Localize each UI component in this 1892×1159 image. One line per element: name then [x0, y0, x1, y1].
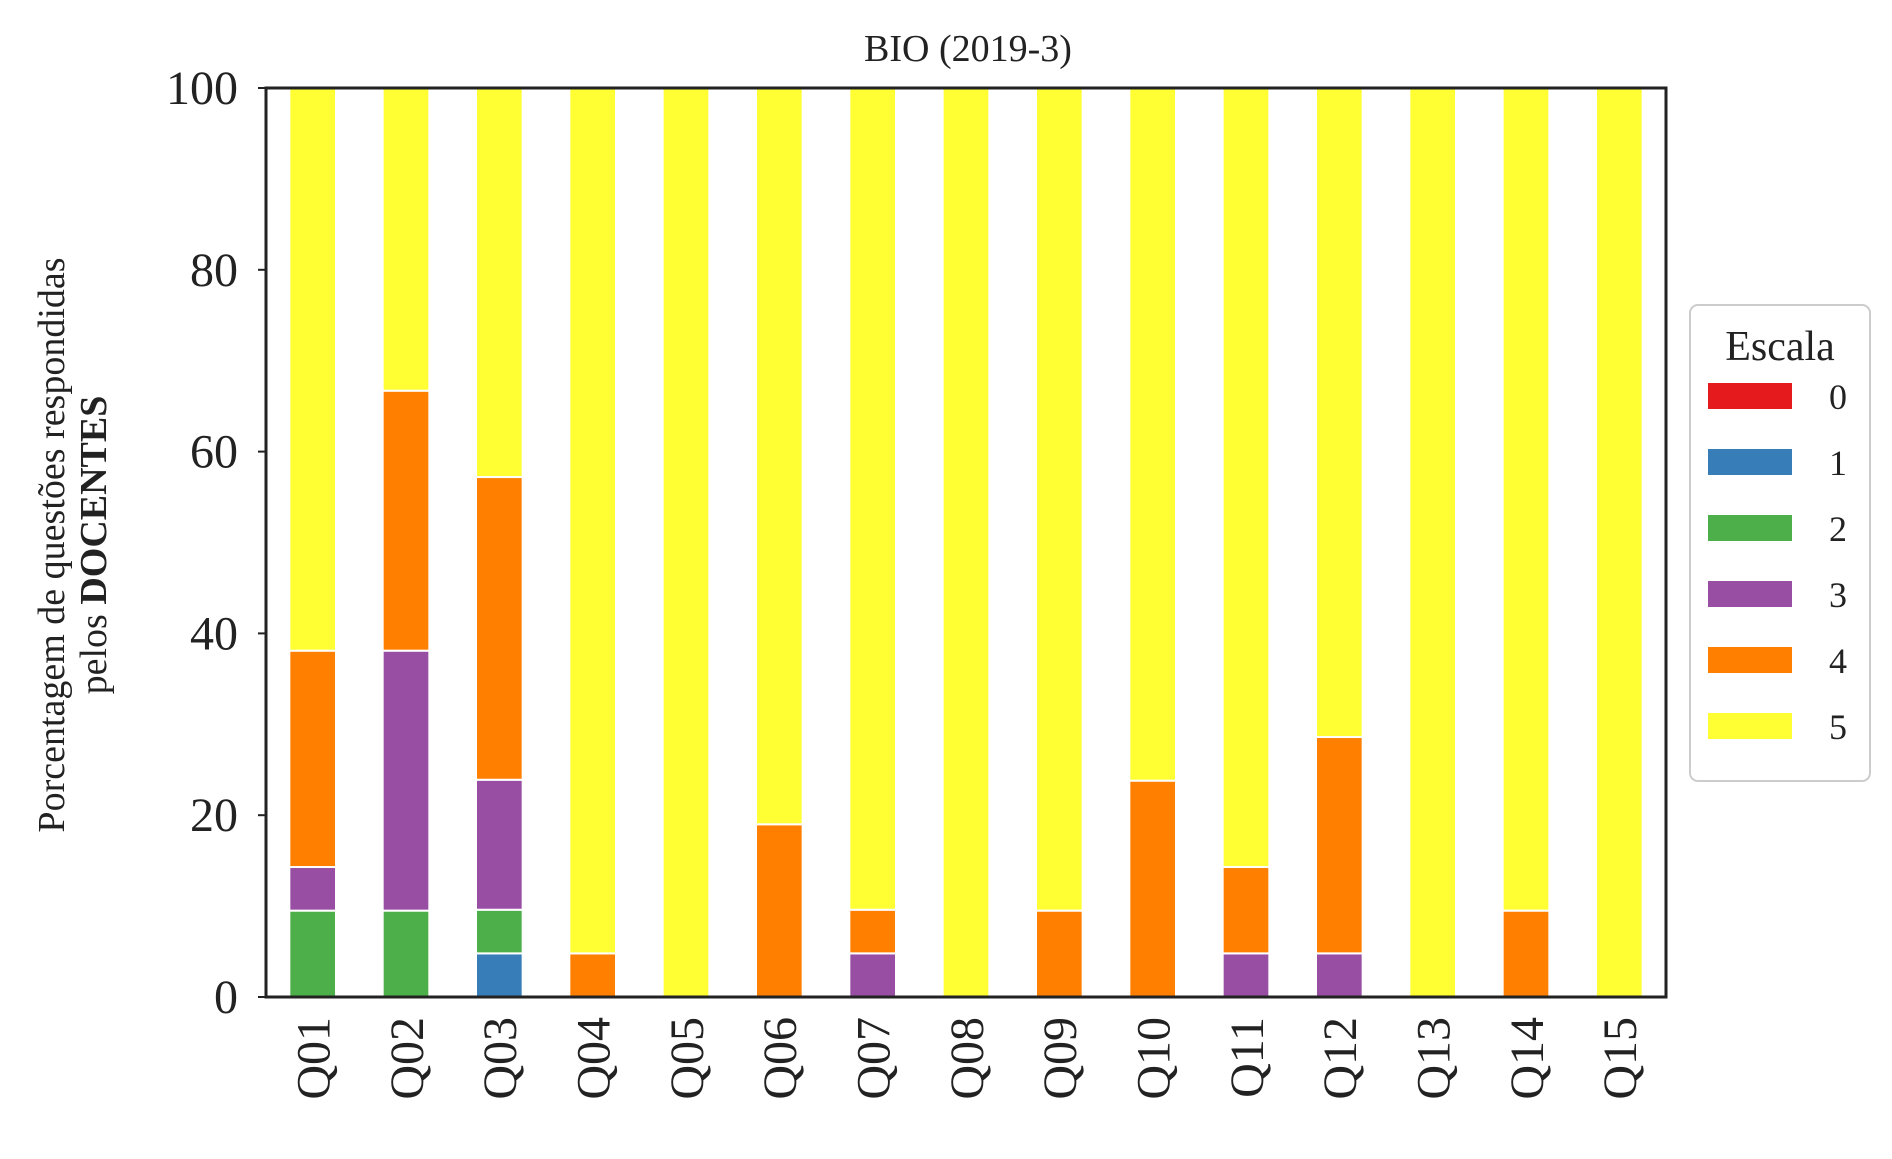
bar-q11-scale-4 [1221, 866, 1271, 955]
y-tick-label: 0 [214, 971, 238, 1024]
bar-q10-scale-5 [1128, 87, 1178, 782]
legend-label-1: 1 [1829, 443, 1847, 483]
bar-q01-scale-2 [288, 909, 338, 999]
legend-items: 0 1 2 3 4 5 [1708, 377, 1847, 747]
legend-title: Escala [1725, 324, 1835, 370]
y-tick-label: 20 [190, 789, 238, 842]
x-tick-label-q01: Q01 [287, 1017, 340, 1100]
y-tick-label: 60 [190, 426, 238, 479]
x-tick-label-q03: Q03 [474, 1017, 527, 1100]
x-tick-layer: Q01 Q02 Q03 Q04 Q05 Q06 Q07 Q08 Q09 Q10 Q11 Q12 Q13 Q… [287, 1017, 1647, 1100]
bar-q02-scale-2 [381, 909, 431, 999]
bar-q09-scale-4 [1035, 909, 1084, 999]
x-tick-label-q10: Q10 [1127, 1017, 1180, 1100]
x-tick-label-q12: Q12 [1314, 1017, 1367, 1100]
x-tick-label-q02: Q02 [381, 1017, 434, 1100]
bar-q04-scale-5 [568, 87, 617, 955]
x-tick-label-q04: Q04 [567, 1017, 620, 1100]
x-tick-label-q08: Q08 [941, 1017, 994, 1100]
legend-swatch-2 [1708, 515, 1792, 541]
x-tick-label-q11: Q11 [1221, 1017, 1274, 1098]
x-tick-label-q14: Q14 [1501, 1017, 1554, 1100]
y-tick-label: 100 [166, 62, 238, 115]
x-tick-label-q13: Q13 [1407, 1017, 1460, 1100]
y-axis-label-bold: DOCENTES [73, 396, 115, 605]
plot-frame [264, 86, 1668, 999]
legend-swatch-0 [1708, 383, 1792, 409]
legend-swatch-5 [1708, 713, 1792, 739]
bar-q12-scale-4 [1315, 736, 1364, 955]
y-axis-label-line1: Porcentagem de questões respondidas [31, 257, 73, 832]
legend-swatch-4 [1708, 647, 1792, 673]
bar-q12-scale-3 [1315, 952, 1364, 998]
bar-q06-scale-5 [755, 87, 804, 826]
bar-q03-scale-1 [475, 952, 524, 998]
bar-q07-scale-3 [848, 952, 897, 998]
bar-q11-scale-5 [1221, 87, 1271, 869]
bar-q14-scale-5 [1501, 87, 1551, 912]
bar-q07-scale-5 [848, 86, 897, 911]
bars-layer [288, 86, 1644, 999]
bar-q14-scale-4 [1501, 909, 1551, 999]
chart-title: BIO (2019-3) [864, 28, 1072, 70]
bar-q15-scale-5 [1595, 87, 1644, 998]
x-tick-label-q05: Q05 [661, 1017, 714, 1100]
bar-q11-scale-3 [1221, 952, 1271, 998]
bar-q02-scale-4 [381, 389, 431, 652]
y-axis-label: Porcentagem de questões respondidas pelo… [31, 257, 115, 832]
y-tick-layer: 0 20 40 60 80 100 [166, 62, 266, 1024]
legend-swatch-1 [1708, 449, 1792, 475]
y-tick-label: 40 [190, 607, 238, 660]
legend: Escala 0 1 2 3 4 5 [1689, 304, 1871, 782]
x-tick-label-q07: Q07 [847, 1017, 900, 1100]
bar-q09-scale-5 [1035, 87, 1084, 912]
legend-label-3: 3 [1829, 575, 1847, 615]
legend-label-4: 4 [1829, 641, 1847, 681]
bar-q06-scale-4 [755, 823, 804, 998]
bar-q04-scale-4 [568, 952, 617, 998]
x-tick-label-q06: Q06 [754, 1017, 807, 1100]
y-axis-label-line2: pelos DOCENTES [73, 396, 115, 695]
bar-q01-scale-5 [288, 87, 338, 652]
legend-label-2: 2 [1829, 509, 1847, 549]
bar-q12-scale-5 [1315, 87, 1364, 739]
y-tick-label: 80 [190, 244, 238, 297]
bar-q05-scale-5 [661, 87, 711, 998]
bar-q02-scale-3 [381, 649, 431, 912]
bar-q07-scale-4 [848, 908, 897, 955]
bar-q10-scale-4 [1128, 779, 1178, 999]
bar-q03-scale-3 [475, 778, 524, 911]
legend-swatch-3 [1708, 581, 1792, 607]
bar-q01-scale-3 [288, 866, 338, 912]
bar-q08-scale-5 [941, 87, 991, 998]
bar-q03-scale-4 [475, 476, 524, 781]
legend-label-0: 0 [1829, 377, 1847, 417]
x-tick-label-q15: Q15 [1594, 1017, 1647, 1100]
bar-q13-scale-5 [1408, 87, 1458, 998]
bar-q02-scale-5 [381, 87, 431, 392]
bar-q03-scale-2 [475, 908, 524, 955]
bar-q01-scale-4 [288, 649, 338, 869]
bar-q03-scale-5 [475, 86, 524, 479]
legend-label-5: 5 [1829, 707, 1847, 747]
y-axis-label-prefix: pelos [73, 614, 115, 694]
x-tick-label-q09: Q09 [1034, 1017, 1087, 1100]
